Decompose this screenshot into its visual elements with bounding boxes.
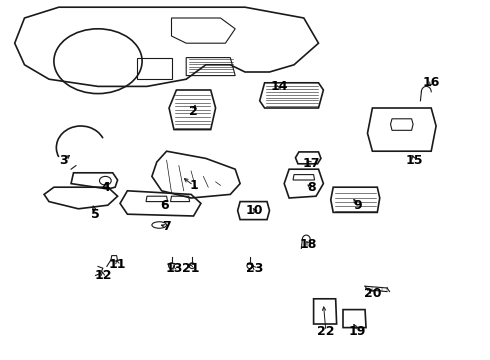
Text: 13: 13 [165, 262, 183, 275]
Text: 10: 10 [246, 204, 264, 217]
Text: 9: 9 [353, 199, 362, 212]
Text: 17: 17 [302, 157, 320, 170]
Text: 19: 19 [349, 325, 367, 338]
Text: 23: 23 [246, 262, 264, 275]
Text: 4: 4 [101, 181, 110, 194]
Text: 3: 3 [59, 154, 68, 167]
Text: 18: 18 [300, 238, 318, 251]
Text: 5: 5 [91, 208, 100, 221]
Text: 11: 11 [109, 258, 126, 271]
Text: 1: 1 [189, 179, 198, 192]
Text: 8: 8 [307, 181, 316, 194]
Text: 14: 14 [270, 80, 288, 93]
Text: 12: 12 [94, 269, 112, 282]
Text: 15: 15 [405, 154, 423, 167]
Text: 7: 7 [162, 220, 171, 233]
Text: 20: 20 [364, 287, 381, 300]
Text: 2: 2 [189, 105, 198, 118]
Text: 16: 16 [422, 76, 440, 89]
Text: 6: 6 [160, 199, 169, 212]
Text: 21: 21 [182, 262, 200, 275]
Text: 22: 22 [317, 325, 335, 338]
